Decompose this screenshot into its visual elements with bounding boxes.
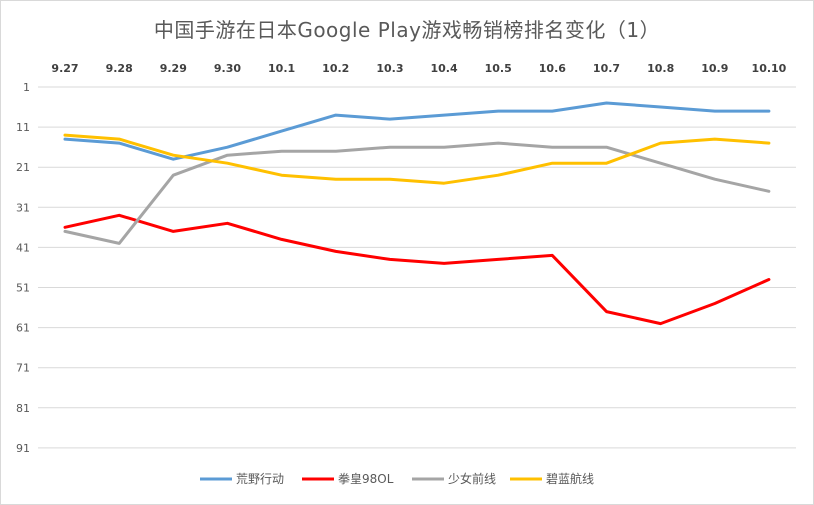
x-axis-ticks: 9.27 9.28 9.29 9.30 10.1 10.2 10.3 10.4 10.5 10.6… <box>51 62 786 75</box>
x-tick-label: 10.9 <box>701 62 728 75</box>
legend-item: 碧蓝航线 <box>510 471 594 486</box>
x-tick-label: 10.1 <box>268 62 295 75</box>
x-tick-label: 10.2 <box>322 62 349 75</box>
legend-label: 碧蓝航线 <box>546 471 594 486</box>
legend-label: 荒野行动 <box>236 472 284 486</box>
legend-label: 少女前线 <box>448 471 496 486</box>
x-tick-label: 10.7 <box>593 62 620 75</box>
x-tick-label: 9.29 <box>160 62 187 75</box>
x-tick-label: 9.27 <box>51 62 78 75</box>
x-tick-label: 10.3 <box>376 62 403 75</box>
x-tick-label: 9.30 <box>214 62 241 75</box>
y-tick-label: 21 <box>16 161 30 174</box>
y-tick-label: 11 <box>16 121 30 134</box>
legend-item: 拳皇98OL <box>302 471 394 486</box>
y-tick-label: 41 <box>16 241 30 254</box>
y-tick-label: 71 <box>16 362 30 375</box>
x-tick-label: 10.4 <box>430 62 457 75</box>
x-tick-label: 10.5 <box>485 62 512 75</box>
y-tick-label: 61 <box>16 322 30 335</box>
series-line <box>63 213 771 326</box>
legend-item: 荒野行动 <box>200 472 284 486</box>
x-tick-label: 10.10 <box>752 62 787 75</box>
legend: 荒野行动 拳皇98OL 少女前线 碧蓝航线 <box>200 471 594 486</box>
series-lines <box>63 101 771 326</box>
series-line <box>63 141 771 245</box>
y-tick-label: 91 <box>16 442 30 455</box>
x-tick-label: 10.8 <box>647 62 674 75</box>
legend-label: 拳皇98OL <box>338 471 394 486</box>
x-tick-label: 9.28 <box>106 62 133 75</box>
series-line <box>63 101 771 161</box>
y-tick-label: 31 <box>16 201 30 214</box>
series-line <box>63 133 771 185</box>
y-tick-label: 51 <box>16 282 30 295</box>
chart-title: 中国手游在日本Google Play游戏畅销榜排名变化（1） <box>153 18 661 42</box>
y-tick-label: 1 <box>23 81 30 94</box>
x-tick-label: 10.6 <box>539 62 566 75</box>
y-tick-label: 81 <box>16 402 30 415</box>
legend-item: 少女前线 <box>412 471 496 486</box>
